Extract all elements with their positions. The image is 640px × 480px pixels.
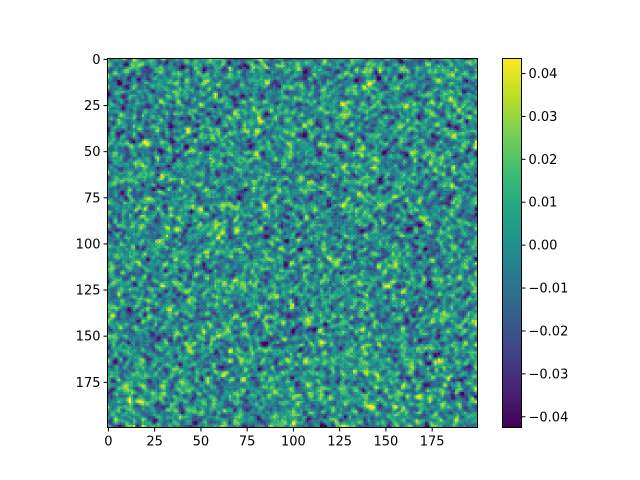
- colorbar-frame: [502, 58, 522, 428]
- x-tick-label: 125: [327, 435, 352, 450]
- colorbar-tick-label: −0.02: [529, 324, 569, 339]
- colorbar-tick-label: 0.01: [529, 196, 558, 211]
- y-tick-label: 100: [76, 237, 101, 252]
- colorbar-tick-label: −0.04: [529, 410, 569, 425]
- x-axis-ticks: 0 25 50 75 100 125 150 175: [104, 427, 445, 450]
- x-tick-label: 75: [239, 435, 256, 450]
- colorbar-tick-label: 0.04: [529, 67, 558, 82]
- colorbar-tick-label: 0.03: [529, 110, 558, 125]
- x-tick-label: 50: [193, 435, 210, 450]
- y-tick-label: 50: [84, 145, 101, 160]
- colorbar-tick-label: 0.00: [529, 239, 558, 254]
- y-tick-label: 0: [92, 53, 100, 68]
- x-tick-label: 25: [146, 435, 163, 450]
- x-tick-label: 100: [281, 435, 306, 450]
- colorbar-gradient: [502, 58, 521, 427]
- y-tick-label: 175: [76, 376, 101, 391]
- y-tick-label: 75: [84, 191, 101, 206]
- colorbar-tick-label: 0.02: [529, 153, 558, 168]
- y-tick-label: 125: [76, 284, 101, 299]
- heatmap-image: [107, 58, 477, 427]
- colorbar-ticks: 0.04 0.03 0.02 0.01 0.00 −0.01 −0.02 −0.03 −0.04: [521, 67, 569, 425]
- colorbar-tick-label: −0.01: [529, 282, 569, 297]
- x-tick-label: 150: [374, 435, 399, 450]
- heatmap-frame: [107, 58, 478, 428]
- x-tick-label: 0: [104, 435, 112, 450]
- y-tick-label: 25: [84, 99, 101, 114]
- y-axis-ticks: 0 25 50 75 100 125 150 175: [76, 53, 108, 391]
- x-tick-label: 175: [420, 435, 445, 450]
- colorbar-tick-label: −0.03: [529, 367, 569, 382]
- y-tick-label: 150: [76, 330, 101, 345]
